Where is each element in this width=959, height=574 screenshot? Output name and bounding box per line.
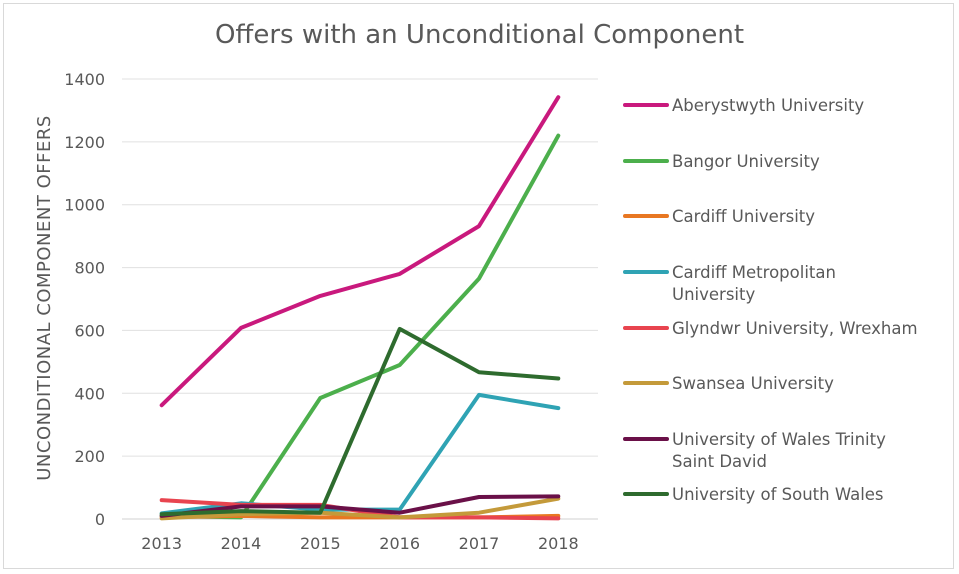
x-tick-label: 2017: [459, 534, 500, 553]
x-tick-label: 2016: [379, 534, 420, 553]
legend-label: University: [672, 285, 755, 304]
series-line-swansea-university: [159, 496, 561, 521]
legend-entry-swansea-university: Swansea University: [623, 374, 834, 393]
y-axis-label: UNCONDITIONAL COMPONENT OFFERS: [34, 115, 55, 481]
legend-label: Cardiff University: [672, 207, 815, 226]
legend-label: Aberystwyth University: [672, 96, 864, 115]
x-tick-label: 2013: [141, 534, 182, 553]
legend-label: Bangor University: [672, 152, 820, 171]
legend-label: University of Wales Trinity: [672, 430, 886, 449]
legend: Aberystwyth University Bangor University C…: [623, 96, 918, 504]
x-axis-ticks: 2013 2014 2015 2016 2017 2018: [141, 534, 578, 553]
legend-entry-university-of-south-wales: University of South Wales: [623, 485, 884, 504]
y-axis-ticks: 0 200 400 600 800 1000 1200 1400: [64, 70, 105, 529]
chart-title: Offers with an Unconditional Component: [214, 20, 745, 50]
y-tick-label: 1400: [64, 70, 105, 89]
y-tick-label: 0: [95, 510, 105, 529]
legend-entry-bangor-university: Bangor University: [623, 152, 820, 171]
x-tick-label: 2018: [538, 534, 579, 553]
chart-frame: [3, 3, 954, 569]
series-line-aberystwyth-university: [159, 95, 561, 408]
x-tick-label: 2015: [300, 534, 341, 553]
y-tick-label: 600: [74, 321, 105, 340]
legend-label: Saint David: [672, 452, 767, 471]
y-tick-label: 400: [74, 384, 105, 403]
legend-entry-university-of-wales-trinity-saint-david: University of Wales Trinity Saint David: [623, 430, 886, 471]
legend-entry-cardiff-university: Cardiff University: [623, 207, 815, 226]
legend-entry-glyndwr-university-wrexham: Glyndwr University, Wrexham: [623, 319, 918, 338]
legend-entry-aberystwyth-university: Aberystwyth University: [623, 96, 864, 115]
legend-entry-cardiff-metropolitan-university: Cardiff Metropolitan University: [623, 263, 836, 304]
legend-label: Glyndwr University, Wrexham: [672, 319, 918, 338]
y-tick-label: 1200: [64, 133, 105, 152]
legend-label: Cardiff Metropolitan: [672, 263, 836, 282]
series-line-university-of-wales-trinity-saint-david: [159, 494, 561, 518]
series-line-university-of-south-wales: [159, 326, 561, 517]
y-tick-label: 1000: [64, 196, 105, 215]
x-tick-label: 2014: [221, 534, 262, 553]
legend-label: University of South Wales: [672, 485, 884, 504]
y-tick-label: 200: [74, 447, 105, 466]
series-lines: [159, 95, 561, 521]
y-tick-label: 800: [74, 259, 105, 278]
legend-label: Swansea University: [672, 374, 834, 393]
